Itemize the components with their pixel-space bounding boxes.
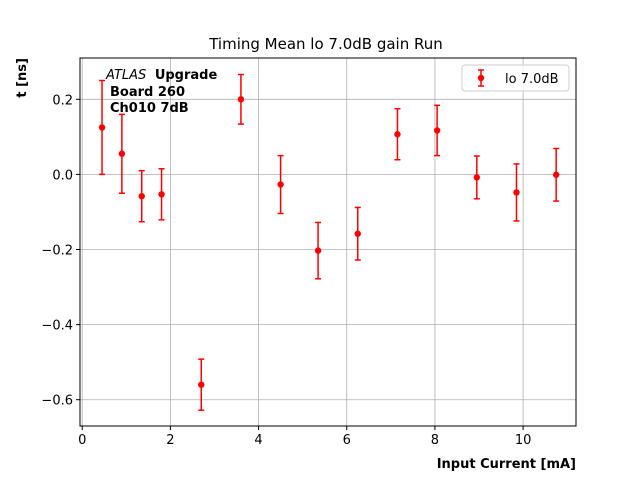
data-point	[552, 171, 560, 178]
data-point	[513, 189, 520, 196]
y-tick-label: −0.4	[41, 319, 73, 334]
data-point	[138, 192, 145, 200]
data-point	[354, 230, 361, 237]
data-marks	[98, 73, 560, 411]
data-point	[277, 181, 284, 188]
annotation-atlas: ATLAS	[105, 68, 146, 83]
data-point	[433, 127, 441, 134]
y-tick-label: 0.0	[52, 168, 73, 183]
annotation-upgrade: Upgrade	[155, 68, 218, 83]
data-point	[118, 150, 126, 157]
x-tick-label: 4	[254, 433, 262, 448]
legend-box	[461, 64, 570, 92]
x-tick-label: 0	[78, 433, 86, 448]
annotation-line2: Board 260	[110, 85, 185, 100]
axis-ticks: 0 2 4 6 8 10 −0.6 −0.4 −0.2 0.0 0.2	[41, 93, 531, 448]
y-tick-label: 0.2	[52, 93, 73, 108]
data-point	[158, 191, 165, 198]
x-tick-label: 2	[166, 433, 174, 448]
chart-title: Timing Mean lo 7.0dB gain Run	[208, 35, 443, 53]
annotation-line3: Ch010 7dB	[110, 101, 189, 116]
plot-frame	[79, 57, 577, 427]
legend: lo 7.0dB	[461, 64, 570, 92]
annotation-line1: ATLAS Upgrade	[105, 68, 217, 83]
y-axis-label: t [ns]	[15, 58, 30, 98]
legend-label: lo 7.0dB	[505, 72, 559, 87]
legend-marker	[477, 74, 485, 82]
data-point	[314, 247, 322, 254]
annotation: ATLAS Upgrade Board 260 Ch010 7dB	[105, 68, 217, 116]
y-tick-label: −0.2	[41, 244, 73, 259]
x-tick-label: 6	[343, 433, 351, 448]
x-axis-label: Input Current [mA]	[437, 457, 576, 472]
data-point	[473, 174, 480, 181]
x-tick-label: 8	[431, 433, 439, 448]
grid	[80, 58, 576, 426]
data-point	[98, 124, 106, 131]
y-tick-label: −0.6	[41, 394, 73, 409]
x-tick-label: 10	[515, 433, 532, 448]
data-point	[237, 96, 245, 103]
data-point	[198, 381, 205, 388]
data-point	[394, 131, 401, 138]
